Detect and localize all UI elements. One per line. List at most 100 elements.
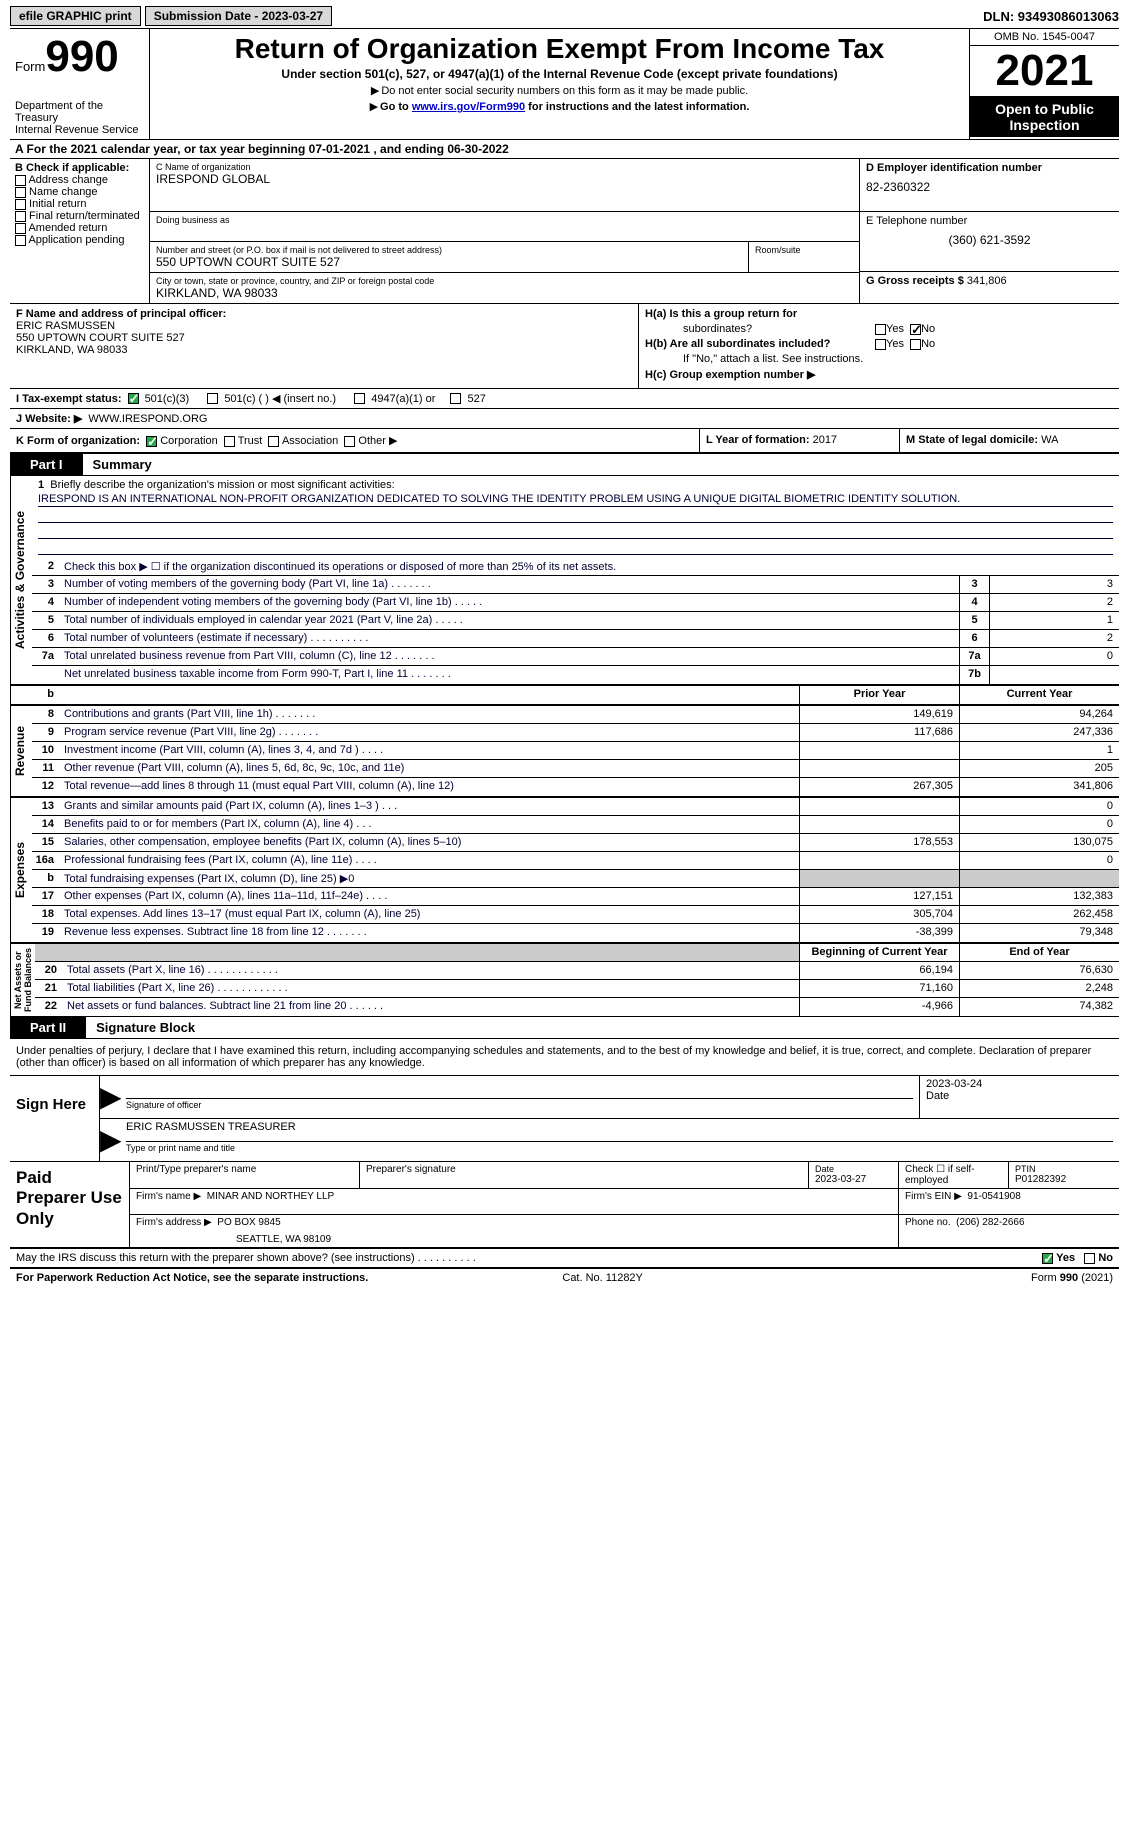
summary-row: 7aTotal unrelated business revenue from … bbox=[32, 648, 1119, 666]
i-501c3-checkbox[interactable] bbox=[128, 393, 139, 404]
hb-yes-checkbox[interactable] bbox=[875, 339, 886, 350]
efile-print-button[interactable]: efile GRAPHIC print bbox=[10, 6, 141, 26]
hdr-prior-year: Prior Year bbox=[799, 686, 959, 704]
m-label: M State of legal domicile: bbox=[906, 434, 1038, 446]
summary-row: 18Total expenses. Add lines 13–17 (must … bbox=[32, 906, 1119, 924]
hb-no-checkbox[interactable] bbox=[910, 339, 921, 350]
i-label: I Tax-exempt status: bbox=[16, 393, 122, 405]
prep-ptin-label: PTIN bbox=[1015, 1164, 1113, 1174]
section-expenses: Expenses bbox=[10, 798, 32, 942]
ha-no-checkbox[interactable] bbox=[910, 324, 921, 335]
submission-date: Submission Date - 2023-03-27 bbox=[145, 6, 332, 26]
b-option: Final return/terminated bbox=[15, 210, 144, 222]
paid-preparer-label: Paid Preparer Use Only bbox=[10, 1162, 130, 1247]
part-1-title: Summary bbox=[83, 457, 152, 472]
firm-phone-label: Phone no. bbox=[905, 1217, 951, 1228]
b-opt-checkbox[interactable] bbox=[15, 235, 26, 246]
b-label: B Check if applicable: bbox=[15, 162, 144, 174]
c-name-label: C Name of organization bbox=[156, 162, 853, 172]
k-trust-checkbox[interactable] bbox=[224, 436, 235, 447]
footer-paperwork: For Paperwork Reduction Act Notice, see … bbox=[16, 1272, 368, 1284]
irs-link[interactable]: www.irs.gov/Form990 bbox=[412, 101, 525, 113]
summary-row: 5Total number of individuals employed in… bbox=[32, 612, 1119, 630]
summary-row: 17Other expenses (Part IX, column (A), l… bbox=[32, 888, 1119, 906]
ha-label2: subordinates? bbox=[645, 323, 875, 335]
c-street-label: Number and street (or P.O. box if mail i… bbox=[156, 245, 742, 255]
firm-addr-value2: SEATTLE, WA 98109 bbox=[136, 1234, 892, 1245]
b-option: Application pending bbox=[15, 234, 144, 246]
prep-self-employed: Check ☐ if self-employed bbox=[899, 1162, 1009, 1188]
d-ein: 82-2360322 bbox=[866, 180, 1113, 194]
sig-name-label: Type or print name and title bbox=[126, 1141, 1113, 1153]
hdr-current-year: Current Year bbox=[959, 686, 1119, 704]
discuss-yes-checkbox[interactable] bbox=[1042, 1253, 1053, 1264]
b-opt-checkbox[interactable] bbox=[15, 175, 26, 186]
prep-name-label: Print/Type preparer's name bbox=[130, 1162, 360, 1188]
c-room-label: Room/suite bbox=[755, 245, 853, 255]
k-corp-checkbox[interactable] bbox=[146, 436, 157, 447]
summary-row: 21Total liabilities (Part X, line 26) . … bbox=[35, 980, 1119, 998]
i-4947-checkbox[interactable] bbox=[354, 393, 365, 404]
l-year: 2017 bbox=[813, 434, 837, 446]
summary-row: 11Other revenue (Part VIII, column (A), … bbox=[32, 760, 1119, 778]
firm-addr-value: PO BOX 9845 bbox=[217, 1217, 280, 1228]
summary-row: 10Investment income (Part VIII, column (… bbox=[32, 742, 1119, 760]
prep-date-value: 2023-03-27 bbox=[815, 1174, 892, 1185]
summary-row: 13Grants and similar amounts paid (Part … bbox=[32, 798, 1119, 816]
m-state: WA bbox=[1041, 434, 1058, 446]
sig-arrow-icon: ▶ bbox=[100, 1076, 120, 1118]
f-label: F Name and address of principal officer: bbox=[16, 308, 632, 320]
hb-note: If "No," attach a list. See instructions… bbox=[645, 353, 1113, 365]
sig-officer-label: Signature of officer bbox=[126, 1098, 913, 1110]
open-inspection: Open to PublicInspection bbox=[970, 97, 1119, 137]
g-label: G Gross receipts $ bbox=[866, 275, 964, 287]
summary-row: 6Total number of volunteers (estimate if… bbox=[32, 630, 1119, 648]
f-officer-name: ERIC RASMUSSEN bbox=[16, 320, 632, 332]
k-other-checkbox[interactable] bbox=[344, 436, 355, 447]
l-label: L Year of formation: bbox=[706, 434, 810, 446]
dept-irs: Internal Revenue Service bbox=[15, 124, 144, 136]
b-opt-checkbox[interactable] bbox=[15, 223, 26, 234]
section-net-assets: Net Assets or Fund Balances bbox=[10, 944, 35, 1016]
summary-row: 8Contributions and grants (Part VIII, li… bbox=[32, 706, 1119, 724]
summary-row: 15Salaries, other compensation, employee… bbox=[32, 834, 1119, 852]
c-street: 550 UPTOWN COURT SUITE 527 bbox=[156, 255, 742, 269]
hdr-end-year: End of Year bbox=[959, 944, 1119, 961]
form-note-1: ▶Do not enter social security numbers on… bbox=[160, 84, 959, 97]
ha-yes-checkbox[interactable] bbox=[875, 324, 886, 335]
c-city: KIRKLAND, WA 98033 bbox=[156, 286, 853, 300]
firm-name-label: Firm's name ▶ bbox=[136, 1191, 201, 1202]
firm-addr-label: Firm's address ▶ bbox=[136, 1217, 212, 1228]
hdr-begin-year: Beginning of Current Year bbox=[799, 944, 959, 961]
summary-row: 12Total revenue—add lines 8 through 11 (… bbox=[32, 778, 1119, 796]
firm-phone-value: (206) 282-2666 bbox=[956, 1217, 1024, 1228]
dept-treasury: Department of the Treasury bbox=[15, 100, 144, 124]
summary-row: Net unrelated business taxable income fr… bbox=[32, 666, 1119, 684]
f-officer-addr1: 550 UPTOWN COURT SUITE 527 bbox=[16, 332, 632, 344]
summary-row: 22Net assets or fund balances. Subtract … bbox=[35, 998, 1119, 1016]
b-opt-checkbox[interactable] bbox=[15, 187, 26, 198]
form-title: Return of Organization Exempt From Incom… bbox=[160, 33, 959, 65]
b-opt-checkbox[interactable] bbox=[15, 199, 26, 210]
line-a-calendar-year: A For the 2021 calendar year, or tax yea… bbox=[10, 140, 1119, 159]
summary-row: 3Number of voting members of the governi… bbox=[32, 576, 1119, 594]
k-assoc-checkbox[interactable] bbox=[268, 436, 279, 447]
prep-date-label: Date bbox=[815, 1164, 892, 1174]
summary-row: bTotal fundraising expenses (Part IX, co… bbox=[32, 870, 1119, 888]
prep-sig-label: Preparer's signature bbox=[360, 1162, 809, 1188]
form-note-2: ▶Go to www.irs.gov/Form990 for instructi… bbox=[160, 100, 959, 113]
s1-label: Briefly describe the organization's miss… bbox=[50, 479, 394, 491]
dln: DLN: 93493086013063 bbox=[983, 9, 1119, 24]
i-527-checkbox[interactable] bbox=[450, 393, 461, 404]
firm-ein-value: 91-0541908 bbox=[967, 1191, 1020, 1202]
discuss-question: May the IRS discuss this return with the… bbox=[16, 1252, 476, 1264]
b-opt-checkbox[interactable] bbox=[15, 211, 26, 222]
i-501c-checkbox[interactable] bbox=[207, 393, 218, 404]
s2-text: Check this box ▶ ☐ if the organization d… bbox=[60, 558, 1119, 575]
discuss-no-checkbox[interactable] bbox=[1084, 1253, 1095, 1264]
e-label: E Telephone number bbox=[866, 215, 1113, 227]
b-option: Amended return bbox=[15, 222, 144, 234]
firm-name-value: MINAR AND NORTHEY LLP bbox=[207, 1191, 334, 1202]
signature-declaration: Under penalties of perjury, I declare th… bbox=[10, 1039, 1119, 1075]
sig-arrow-icon-2: ▶ bbox=[100, 1119, 120, 1161]
